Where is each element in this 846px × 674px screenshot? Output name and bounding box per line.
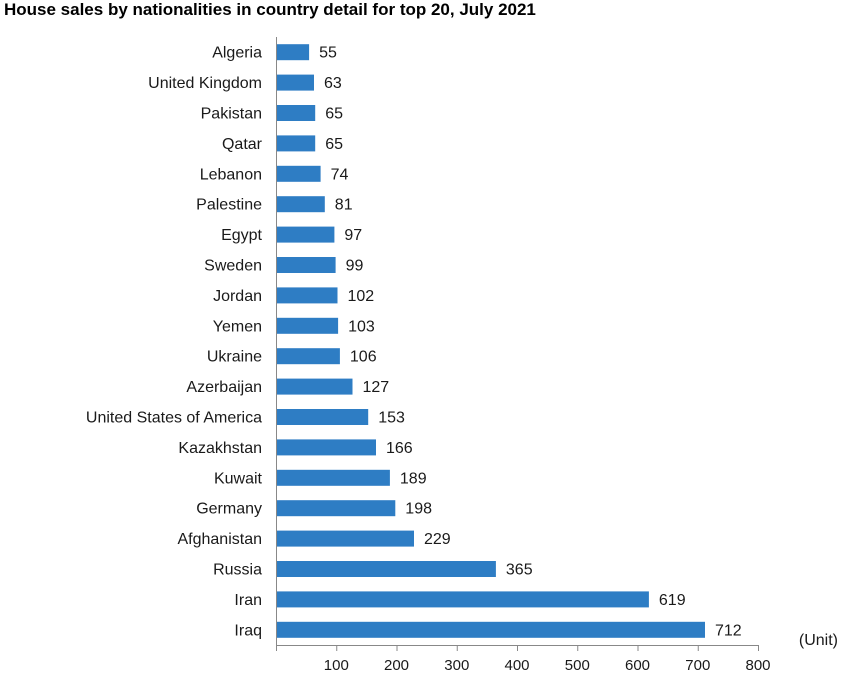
value-label: 198 bbox=[405, 501, 432, 518]
value-label: 127 bbox=[363, 379, 390, 396]
value-label: 65 bbox=[325, 106, 343, 123]
unit-label: (Unit) bbox=[799, 632, 838, 649]
x-tick-label: 200 bbox=[384, 657, 409, 674]
category-label: Pakistan bbox=[201, 106, 262, 123]
value-label: 153 bbox=[378, 410, 405, 427]
category-label: Jordan bbox=[213, 288, 262, 305]
bar bbox=[277, 621, 705, 638]
bar bbox=[277, 257, 336, 273]
category-label: Algeria bbox=[212, 45, 262, 62]
category-label: Sweden bbox=[204, 258, 262, 275]
category-label: Qatar bbox=[222, 136, 263, 153]
bars-group: Algeria 55 United Kingdom 63 Pakistan 65 Qatar… bbox=[86, 44, 742, 639]
chart-title: House sales by nationalities in country … bbox=[4, 0, 536, 19]
x-tick-label: 700 bbox=[685, 657, 710, 674]
value-label: 619 bbox=[659, 592, 686, 609]
bar bbox=[277, 530, 414, 547]
category-label: Germany bbox=[196, 501, 262, 518]
bar bbox=[277, 500, 396, 517]
x-tick-label: 100 bbox=[324, 657, 349, 674]
value-label: 103 bbox=[348, 318, 375, 335]
bar bbox=[277, 378, 353, 395]
value-label: 55 bbox=[319, 45, 337, 62]
category-label: Egypt bbox=[221, 227, 262, 244]
bar bbox=[277, 348, 340, 365]
bar bbox=[277, 561, 496, 577]
x-tick-label: 300 bbox=[444, 657, 469, 674]
category-label: Palestine bbox=[196, 197, 262, 214]
bar bbox=[277, 409, 369, 425]
category-label: Afghanistan bbox=[177, 531, 262, 548]
x-tick-label: 600 bbox=[625, 657, 650, 674]
category-label: Iraq bbox=[234, 622, 262, 639]
value-label: 102 bbox=[348, 288, 375, 305]
value-label: 63 bbox=[324, 75, 342, 92]
category-label: Azerbaijan bbox=[186, 379, 262, 396]
value-label: 229 bbox=[424, 531, 451, 548]
category-label: Russia bbox=[213, 562, 262, 579]
bar bbox=[277, 196, 325, 213]
value-label: 97 bbox=[344, 227, 362, 244]
category-label: United Kingdom bbox=[148, 75, 262, 92]
bar bbox=[277, 165, 321, 182]
bar bbox=[277, 469, 390, 486]
category-label: United States of America bbox=[86, 410, 262, 427]
category-label: Ukraine bbox=[207, 349, 262, 366]
bar bbox=[277, 317, 339, 334]
value-label: 365 bbox=[506, 562, 533, 579]
bar bbox=[277, 287, 338, 304]
category-label: Lebanon bbox=[200, 166, 262, 183]
axes-group: 100 200 300 400 500 600 700 800 bbox=[276, 37, 771, 674]
value-label: 99 bbox=[346, 258, 364, 275]
category-label: Iran bbox=[234, 592, 262, 609]
bar bbox=[277, 591, 649, 608]
category-label: Kuwait bbox=[214, 470, 263, 487]
value-label: 74 bbox=[331, 166, 349, 183]
value-label: 65 bbox=[325, 136, 343, 153]
bar bbox=[277, 226, 335, 243]
value-label: 106 bbox=[350, 349, 377, 366]
category-label: Kazakhstan bbox=[178, 440, 262, 457]
value-label: 189 bbox=[400, 470, 427, 487]
x-tick-label: 400 bbox=[504, 657, 529, 674]
x-tick-label: 500 bbox=[565, 657, 590, 674]
bar bbox=[277, 74, 314, 91]
x-tick-label: 800 bbox=[745, 657, 770, 674]
bar bbox=[277, 105, 316, 121]
bar bbox=[277, 439, 376, 456]
category-label: Yemen bbox=[213, 318, 262, 335]
bar bbox=[277, 44, 310, 61]
value-label: 712 bbox=[715, 622, 742, 639]
value-label: 81 bbox=[335, 197, 353, 214]
value-label: 166 bbox=[386, 440, 413, 457]
bar bbox=[277, 135, 316, 152]
